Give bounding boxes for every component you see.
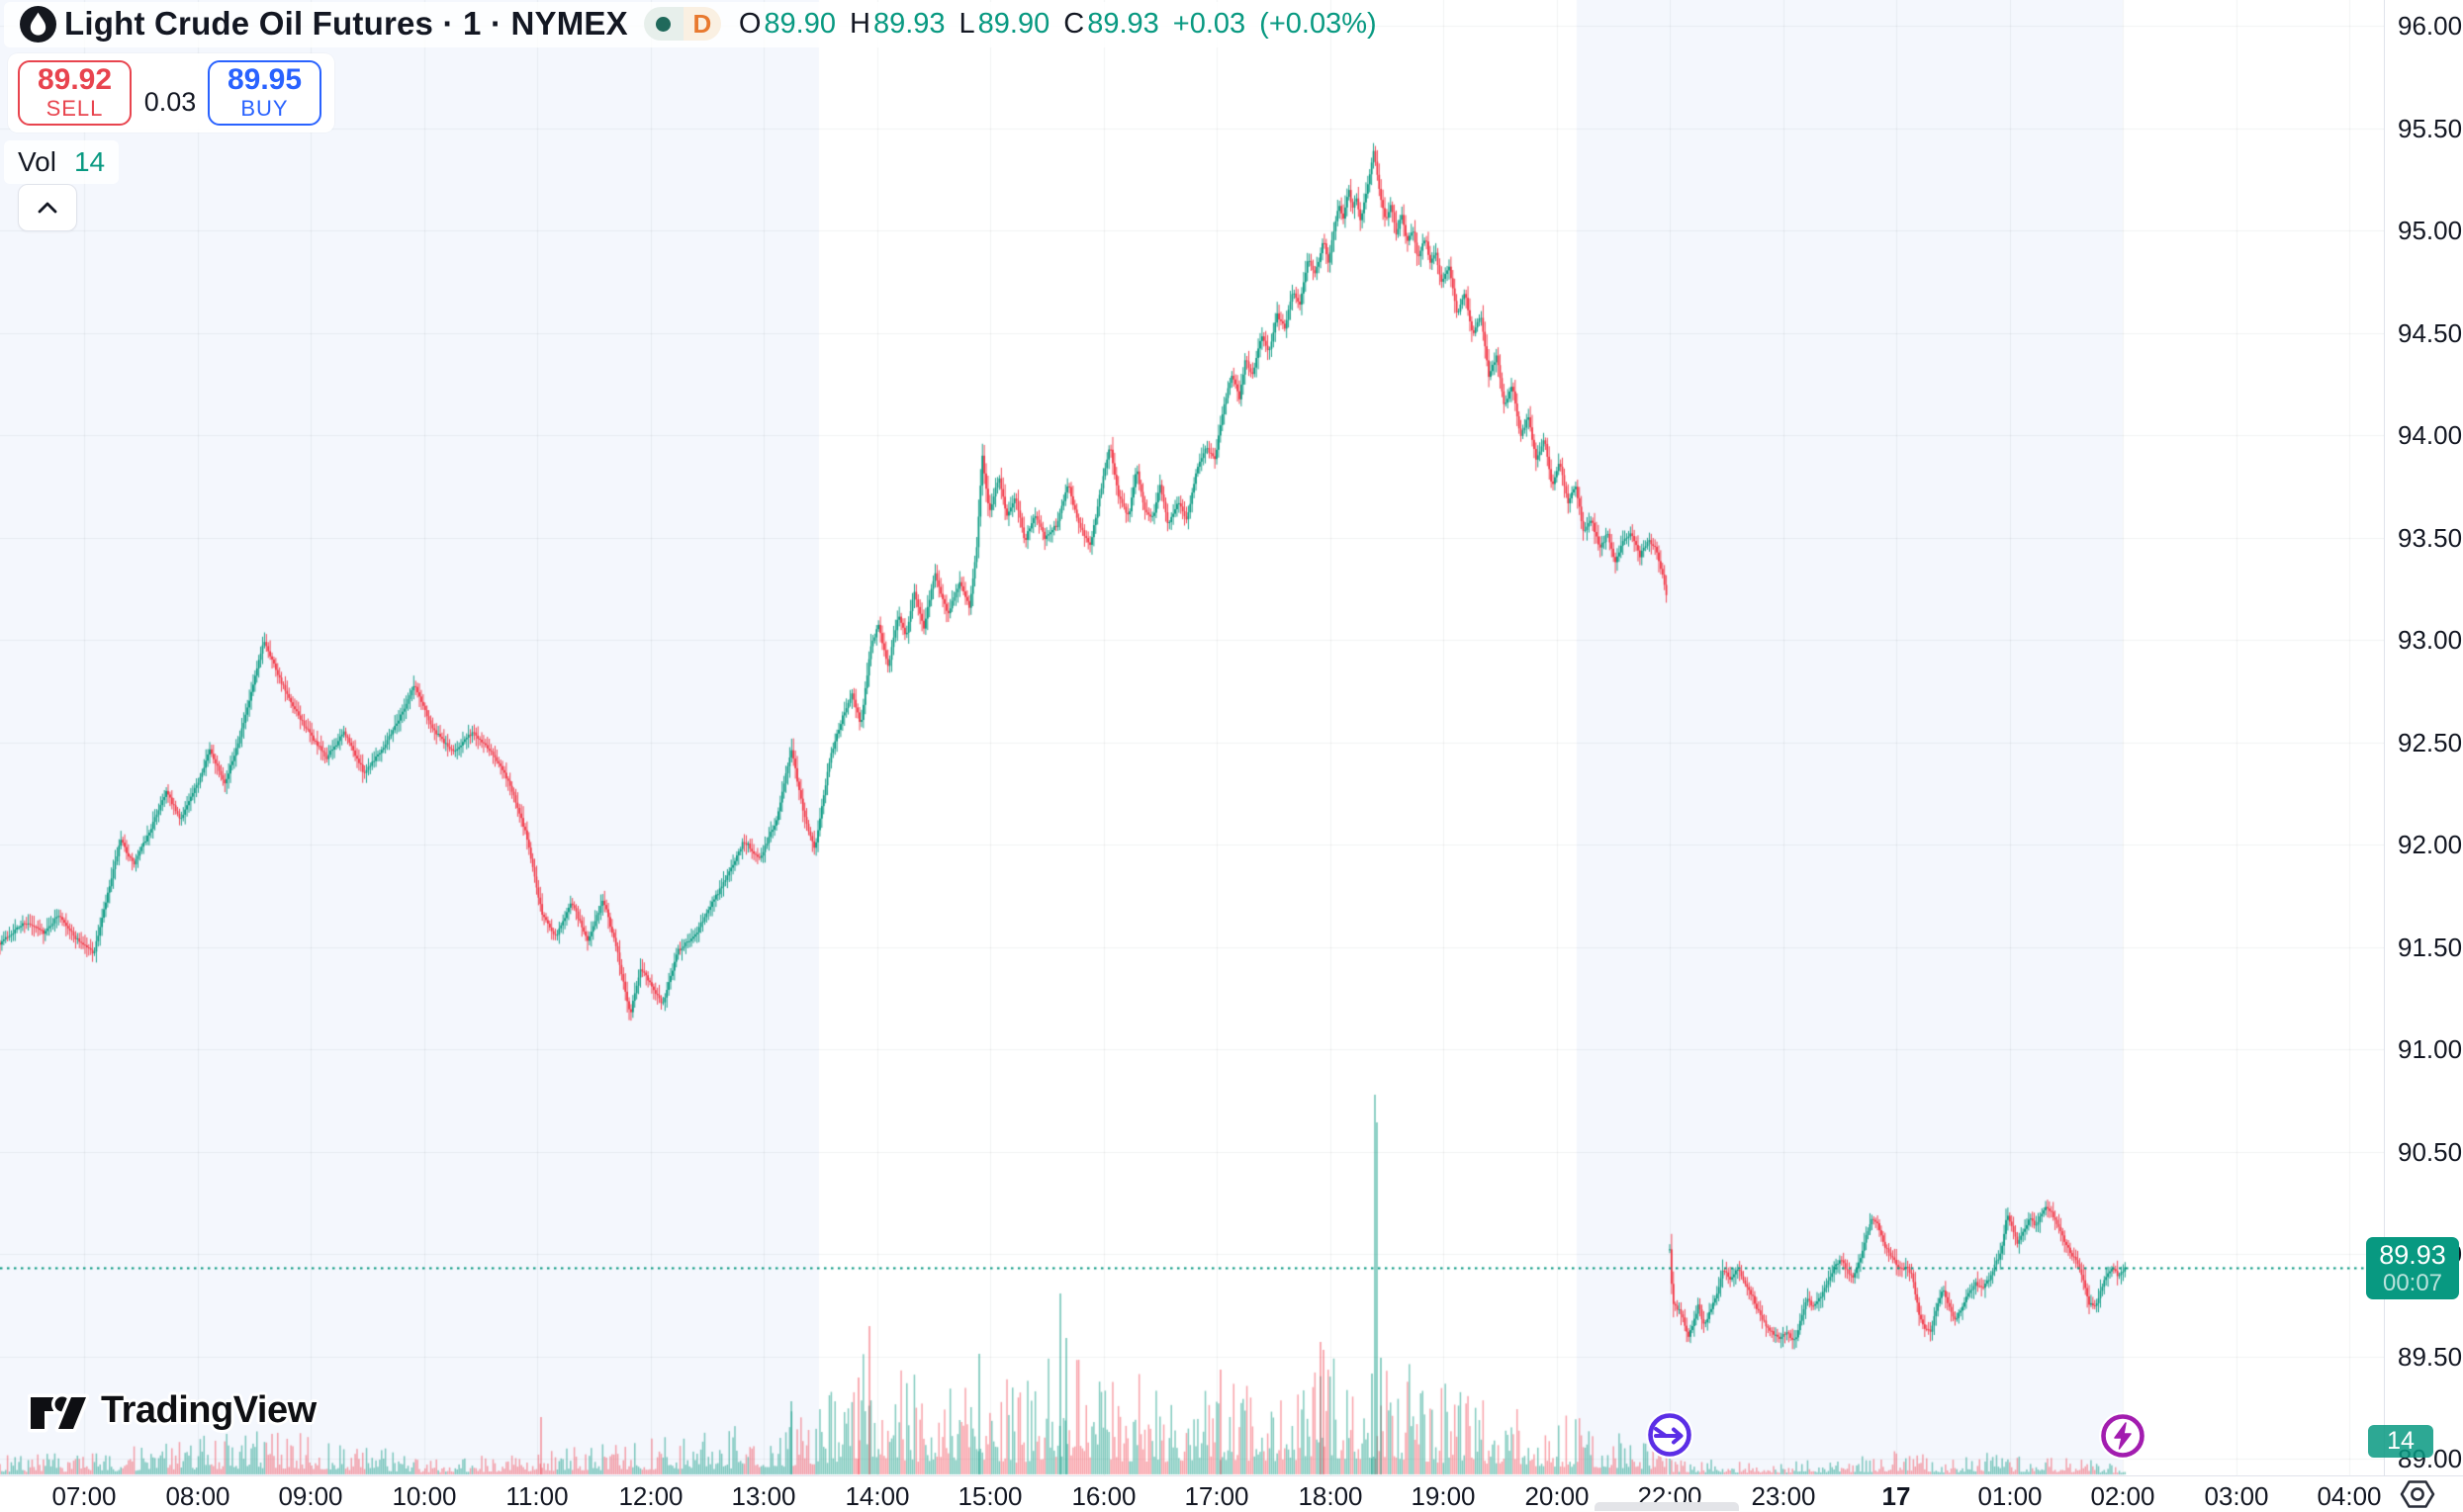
open-value: 89.90 (764, 7, 836, 40)
spread-value: 0.03 (143, 87, 197, 117)
market-status-indicator[interactable] (643, 7, 684, 41)
time-tick-label: 20:00 (1524, 1481, 1590, 1511)
market-open-dot-icon (656, 16, 672, 32)
time-tick-label: 08:00 (165, 1481, 230, 1511)
time-tick-label: 02:00 (2090, 1481, 2155, 1511)
buy-label: BUY (240, 96, 289, 121)
price-tick-label: 94.00 (2398, 420, 2463, 450)
time-tick-label: 17 (1881, 1481, 1911, 1511)
price-tick-label: 93.50 (2398, 522, 2463, 553)
symbol-title[interactable]: Light Crude Oil Futures · 1 · NYMEX (64, 5, 628, 42)
volume-indicator-label[interactable]: Vol (18, 146, 56, 177)
time-tick-label: 07:00 (51, 1481, 117, 1511)
price-tick-label: 92.00 (2398, 830, 2463, 859)
volume-indicator-value: 14 (73, 146, 106, 177)
bar-countdown-value: 00:07 (2382, 1270, 2443, 1296)
instrument-logo-oil-drop-icon (20, 5, 56, 43)
price-tick-label: 92.50 (2398, 727, 2463, 757)
tradingview-glyph-icon (28, 1393, 89, 1433)
time-tick-label: 04:00 (2317, 1481, 2382, 1511)
chevron-up-icon (38, 202, 57, 214)
price-tick-label: 91.00 (2398, 1034, 2463, 1064)
time-tick-label: 13:00 (731, 1481, 796, 1511)
time-tick-label: 17:00 (1184, 1481, 1249, 1511)
time-scale[interactable]: 07:00 08:00 09:00 10:00 11:00 12:00 13:00 14:00… (0, 1475, 2384, 1512)
buy-button[interactable]: 89.95 BUY (208, 60, 321, 126)
high-label: H (850, 7, 870, 40)
time-tick-label: 23:00 (1751, 1481, 1816, 1511)
price-scale[interactable]: 96.00 95.50 95.00 94.50 94.00 93.50 93.00 92.50… (2384, 0, 2463, 1475)
tradingview-wordmark: TradingView (101, 1388, 317, 1431)
electronic-trading-session-icon[interactable] (2097, 1410, 2148, 1462)
sell-button[interactable]: 89.92 SELL (18, 60, 132, 126)
time-tick-label: 15:00 (958, 1481, 1023, 1511)
horizontal-scrollbar-thumb[interactable] (1595, 1502, 1739, 1511)
last-price-value: 89.93 (2379, 1240, 2446, 1270)
session-break-icon[interactable] (1644, 1409, 1695, 1461)
price-tick-label: 95.00 (2398, 216, 2463, 245)
time-tick-label: 19:00 (1411, 1481, 1476, 1511)
sell-label: SELL (46, 96, 104, 121)
sell-price: 89.92 (37, 63, 113, 96)
collapse-legend-button[interactable] (18, 184, 77, 231)
price-tick-label: 89.50 (2398, 1341, 2463, 1372)
price-tick-label: 94.50 (2398, 317, 2463, 348)
price-tick-label: 93.00 (2398, 625, 2463, 655)
time-tick-label: 11:00 (505, 1481, 569, 1511)
time-tick-label: 18:00 (1298, 1481, 1363, 1511)
time-axis-corner (2384, 1475, 2463, 1512)
time-tick-label: 03:00 (2204, 1481, 2269, 1511)
low-label: L (958, 7, 975, 40)
price-tick-label: 95.50 (2398, 113, 2463, 143)
buy-price: 89.95 (227, 63, 303, 96)
low-value: 89.90 (977, 7, 1050, 40)
volume-axis-badge: 14 (2368, 1425, 2433, 1458)
change-percent-value: (+0.03%) (1259, 7, 1377, 40)
high-value: 89.93 (872, 7, 946, 40)
time-tick-label: 01:00 (1977, 1481, 2043, 1511)
price-tick-label: 90.50 (2398, 1136, 2463, 1167)
last-price-badge: 89.93 00:07 (2366, 1237, 2459, 1299)
time-tick-label: 14:00 (845, 1481, 910, 1511)
time-tick-label: 16:00 (1071, 1481, 1137, 1511)
tradingview-logo[interactable]: TradingView (28, 1386, 317, 1434)
data-status-pills[interactable]: D (643, 7, 721, 41)
open-label: O (738, 7, 762, 40)
lightning-icon (2114, 1422, 2132, 1450)
change-value: +0.03 (1172, 7, 1246, 40)
time-tick-label: 12:00 (618, 1481, 684, 1511)
close-value: 89.93 (1087, 7, 1159, 40)
volume-indicator-background (4, 140, 119, 184)
delayed-data-badge[interactable]: D (683, 7, 721, 41)
ohlc-values: O 89.90 H 89.93 L 89.90 C 89.93 +0.03 (+0.03… (739, 8, 1377, 41)
time-tick-label: 09:00 (278, 1481, 343, 1511)
price-tick-label: 91.50 (2398, 932, 2463, 962)
close-label: C (1063, 7, 1085, 40)
volume-indicator-row: Vol 14 (18, 146, 105, 178)
price-tick-label: 96.00 (2398, 11, 2463, 41)
axis-settings-nut-icon[interactable] (2400, 1478, 2435, 1510)
time-tick-label: 10:00 (392, 1481, 457, 1511)
